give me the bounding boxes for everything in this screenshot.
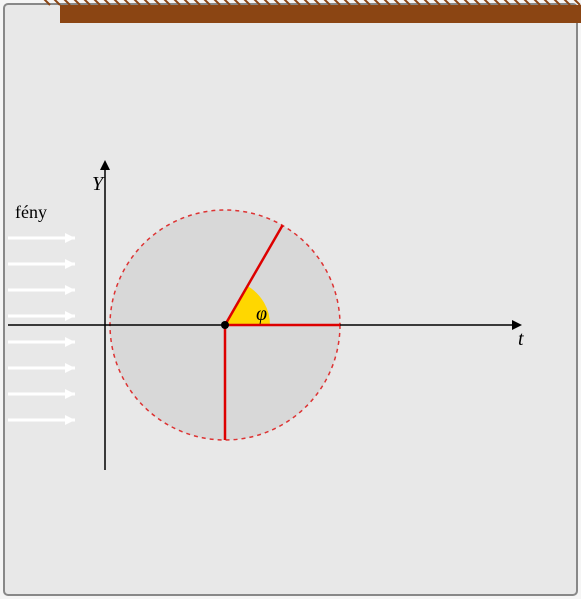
light-label: fény <box>15 202 47 222</box>
y-axis-label: Y <box>92 173 105 195</box>
phi-label: φ <box>256 303 267 325</box>
t-axis-label: t <box>518 328 524 350</box>
physics-diagram: fény φ t Y <box>0 0 581 599</box>
